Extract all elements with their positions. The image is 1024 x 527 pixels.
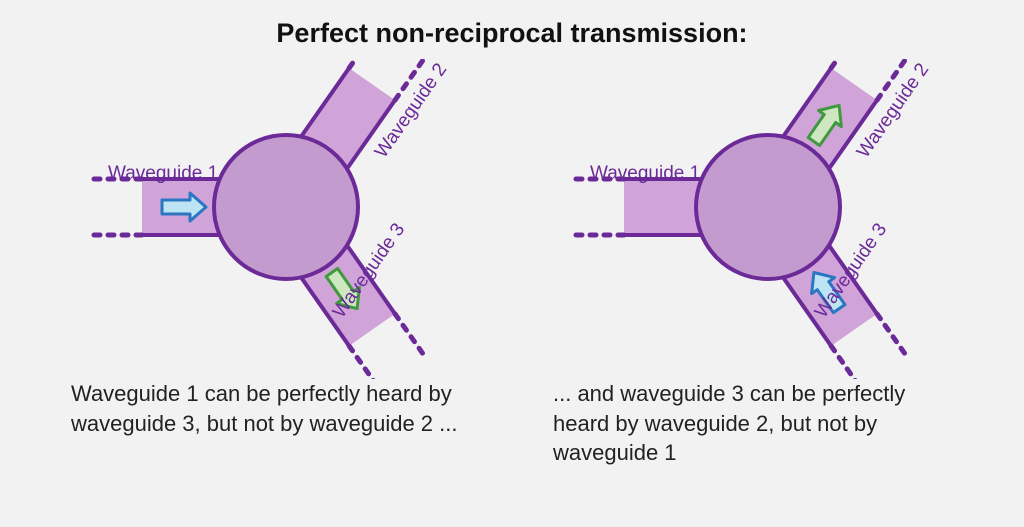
right-diagram: Waveguide 1Waveguide 2Waveguide 3: [533, 59, 973, 379]
waveguide-1-label: Waveguide 1: [108, 163, 218, 184]
panels-row: Waveguide 1Waveguide 2Waveguide 3 Wavegu…: [0, 49, 1024, 468]
right-caption: ... and waveguide 3 can be perfectly hea…: [533, 379, 973, 468]
waveguide-1-label: Waveguide 1: [590, 163, 700, 184]
left-caption: Waveguide 1 can be perfectly heard by wa…: [51, 379, 491, 438]
right-panel: Waveguide 1Waveguide 2Waveguide 3 ... an…: [533, 59, 973, 468]
circulator-diagram-right: Waveguide 1Waveguide 2Waveguide 3: [533, 59, 973, 379]
page-title: Perfect non-reciprocal transmission:: [0, 0, 1024, 49]
left-panel: Waveguide 1Waveguide 2Waveguide 3 Wavegu…: [51, 59, 491, 468]
left-diagram: Waveguide 1Waveguide 2Waveguide 3: [51, 59, 491, 379]
circulator-diagram-left: Waveguide 1Waveguide 2Waveguide 3: [51, 59, 491, 379]
